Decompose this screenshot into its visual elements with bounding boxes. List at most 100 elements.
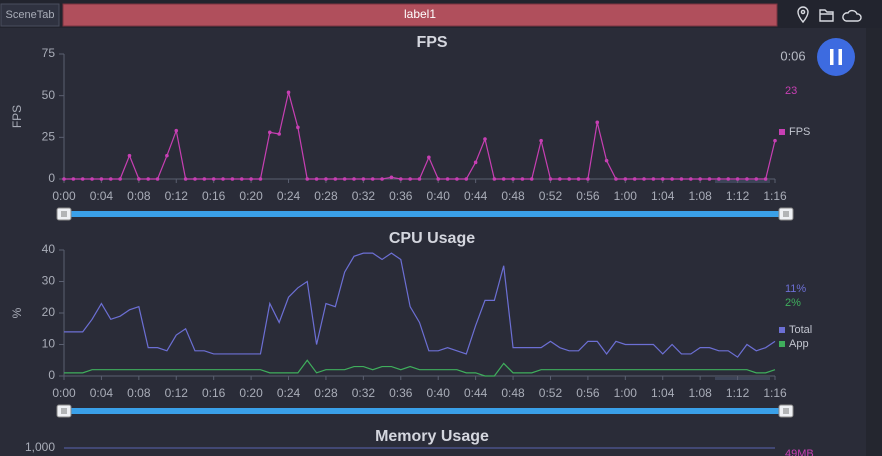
point [174,128,179,133]
point [717,177,721,181]
point [529,177,534,181]
current-value: 2% [785,297,801,309]
point [258,177,263,181]
point [558,177,562,181]
point [193,177,197,181]
pause-bar [830,49,834,65]
point [268,130,272,135]
scrollbar[interactable] [866,28,882,456]
point [511,177,515,181]
label-text: label1 [404,7,436,21]
y-axis-label: FPS [10,105,24,128]
point [108,177,113,181]
legend-label: Total [789,324,812,336]
x-tick-label: 1:16 [763,189,787,203]
point [118,177,122,181]
x-tick-label: 1:08 [688,189,712,203]
point [586,177,590,181]
y-tick-label: 10 [42,337,56,351]
x-tick-label: 0:52 [539,189,563,203]
point [370,177,375,181]
point [726,177,731,181]
chart-title: Memory Usage [375,428,489,445]
pause-bar [838,49,842,65]
scroll-indicator [715,180,770,183]
point [548,177,553,181]
point [342,177,347,181]
point [623,177,628,181]
x-tick-label: 0:44 [464,386,488,400]
legend-swatch [779,341,785,347]
location-icon[interactable] [797,6,809,24]
x-tick-label: 0:20 [239,189,263,203]
x-tick-label: 1:04 [651,386,675,400]
point [146,177,150,181]
x-tick-label: 0:48 [501,386,525,400]
current-value: 23 [785,85,797,97]
point [670,177,674,181]
x-tick-label: 0:56 [576,386,600,400]
point [221,177,225,181]
x-tick-label: 1:12 [726,386,750,400]
x-tick-label: 0:44 [464,189,488,203]
point [576,177,581,181]
x-tick-label: 0:32 [352,386,376,400]
point [604,158,609,163]
range-slider-track [64,211,786,217]
point [745,177,749,181]
range-slider-track [64,408,786,414]
chart-title: FPS [416,34,447,51]
pause-button[interactable] [817,38,855,76]
point [483,137,487,141]
legend-label: FPS [789,126,810,138]
point [211,177,216,181]
point [277,132,281,136]
point [473,160,478,165]
point [520,177,525,181]
y-tick-label: 50 [42,88,56,102]
x-tick-label: 0:08 [127,386,151,400]
point [165,153,169,158]
x-tick-label: 0:16 [202,386,226,400]
cloud-icon[interactable] [842,9,862,22]
series-line [64,359,776,377]
point [427,155,431,160]
x-tick-label: 0:40 [427,386,451,400]
point [455,177,459,181]
x-tick-label: 0:28 [314,189,338,203]
point [305,177,310,181]
x-tick-label: 0:40 [427,189,451,203]
point [735,177,740,181]
scene-tab-label[interactable]: SceneTab [6,9,55,21]
series-line [64,252,776,358]
y-tick-label: 30 [42,274,56,288]
legend-swatch [779,327,785,333]
y-tick-label: 0 [48,171,55,185]
legend-label: App [789,338,809,350]
x-tick-label: 0:12 [165,386,189,400]
point [361,177,366,181]
x-tick-label: 0:28 [314,386,338,400]
point [230,177,235,181]
point [155,177,160,181]
point [595,120,600,125]
point [436,177,441,181]
point [408,177,412,181]
x-tick-label: 0:36 [389,386,413,400]
folder-icon[interactable] [819,9,834,22]
point [492,177,497,181]
x-tick-label: 0:04 [90,189,114,203]
legend-swatch [779,129,785,135]
point [417,177,422,181]
point [614,177,618,181]
x-tick-label: 1:08 [688,386,712,400]
x-tick-label: 0:20 [239,386,263,400]
point [445,177,450,181]
point [296,125,300,130]
scene-tab[interactable] [0,3,60,27]
x-tick-label: 1:04 [651,189,675,203]
point [99,177,104,181]
toolbar-icons [797,6,862,24]
